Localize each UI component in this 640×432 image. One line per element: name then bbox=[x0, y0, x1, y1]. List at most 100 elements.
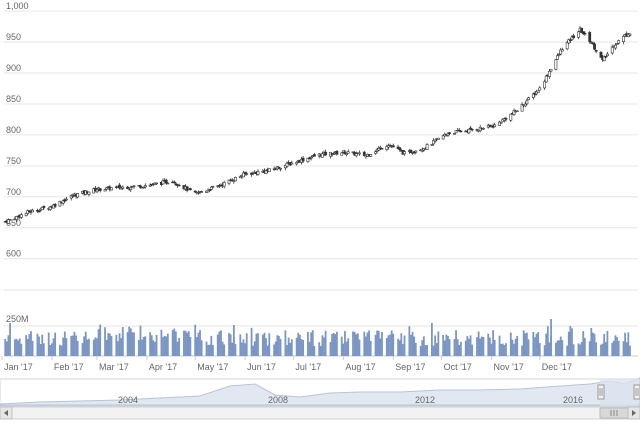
volume-bar bbox=[105, 339, 108, 356]
candle-body bbox=[63, 199, 67, 202]
candle-body bbox=[243, 172, 247, 174]
volume-bar bbox=[17, 340, 20, 356]
candle-body bbox=[238, 176, 242, 179]
volume-bar bbox=[458, 344, 461, 356]
volume-bar bbox=[70, 335, 73, 356]
volume-bar bbox=[511, 339, 514, 356]
volume-bar bbox=[347, 338, 350, 356]
candle-body bbox=[301, 157, 305, 162]
volume-bar bbox=[521, 345, 523, 356]
volume-bar bbox=[616, 337, 618, 356]
x-tick-label: Apr '17 bbox=[149, 362, 177, 372]
candle-body bbox=[103, 189, 107, 192]
scroll-left-button[interactable] bbox=[0, 406, 13, 420]
volume-bar bbox=[261, 334, 264, 356]
volume-bar bbox=[290, 339, 293, 356]
volume-bar bbox=[376, 330, 379, 356]
navigator-handle-right[interactable] bbox=[633, 384, 640, 400]
candle-body bbox=[164, 179, 168, 184]
volume-bar bbox=[538, 343, 541, 356]
candle-body bbox=[65, 198, 68, 201]
volume-bar bbox=[162, 337, 164, 356]
volume-bar bbox=[208, 344, 211, 356]
candle-body bbox=[279, 168, 282, 170]
volume-bar bbox=[498, 335, 501, 356]
candle-body bbox=[448, 132, 452, 134]
volume-bar bbox=[601, 343, 604, 356]
candle-body bbox=[591, 42, 595, 45]
volume-bar bbox=[287, 337, 290, 356]
volume-bar bbox=[307, 331, 309, 356]
volume-bar bbox=[96, 338, 98, 356]
volume-bar bbox=[289, 342, 292, 356]
volume-bar bbox=[186, 332, 189, 356]
navigator-selection[interactable] bbox=[600, 379, 638, 406]
volume-bar bbox=[514, 338, 517, 356]
volume-bar bbox=[241, 342, 243, 356]
volume-bar bbox=[212, 344, 214, 356]
y-tick-label: 700 bbox=[6, 187, 21, 197]
candle-body bbox=[358, 152, 361, 155]
volume-bar bbox=[323, 337, 325, 356]
candle-body bbox=[283, 164, 287, 169]
y-tick-label: 800 bbox=[6, 125, 21, 135]
candle-body bbox=[129, 187, 133, 190]
x-tick-label: Dec '17 bbox=[542, 362, 572, 372]
candle-body bbox=[346, 151, 350, 154]
y-tick-label: 750 bbox=[6, 156, 21, 166]
volume-bar bbox=[543, 345, 546, 356]
volume-bar bbox=[84, 331, 87, 356]
volume-bar bbox=[572, 344, 575, 356]
scroll-right-button[interactable] bbox=[627, 406, 640, 420]
candle-body bbox=[245, 173, 249, 175]
volume-bar bbox=[250, 327, 253, 356]
candle-body bbox=[61, 200, 65, 204]
candle-body bbox=[615, 43, 619, 45]
volume-bar bbox=[503, 345, 506, 356]
candle-body bbox=[172, 181, 176, 184]
volume-bar bbox=[239, 334, 242, 356]
candle-body bbox=[420, 149, 424, 152]
volume-bar bbox=[464, 340, 467, 356]
volume-bar bbox=[126, 332, 129, 356]
candle-body bbox=[374, 151, 377, 154]
volume-bar bbox=[81, 343, 84, 356]
volume-bar bbox=[453, 339, 456, 356]
candle-body bbox=[24, 212, 28, 216]
volume-bar bbox=[166, 333, 169, 356]
candle-body bbox=[306, 157, 310, 163]
candle-body bbox=[469, 127, 472, 130]
candle-body bbox=[7, 219, 10, 224]
candle-body bbox=[256, 171, 260, 175]
candle-body bbox=[87, 191, 91, 195]
volume-bar bbox=[545, 333, 548, 356]
candle-body bbox=[614, 44, 617, 49]
candle-body bbox=[470, 128, 474, 131]
volume-bar bbox=[295, 337, 298, 356]
candle-body bbox=[425, 144, 429, 150]
volume-bar bbox=[228, 333, 230, 356]
volume-bar bbox=[340, 336, 343, 356]
y-tick-label: 1,000 bbox=[6, 1, 29, 11]
volume-bar bbox=[28, 334, 31, 356]
y-tick-label: 900 bbox=[6, 63, 21, 73]
y-tick-label: 950 bbox=[6, 32, 21, 42]
volume-bar bbox=[381, 331, 383, 356]
scrollbar-track[interactable] bbox=[0, 406, 640, 420]
volume-bar bbox=[54, 332, 57, 356]
candle-body bbox=[610, 46, 614, 54]
volume-bar bbox=[38, 336, 40, 356]
volume-bar bbox=[154, 341, 156, 356]
volume-bar bbox=[171, 330, 174, 356]
candle-body bbox=[527, 97, 530, 101]
volume-bar bbox=[611, 342, 614, 356]
navigator[interactable]: 2004 2008 2012 2016 bbox=[0, 377, 640, 420]
volume-bar bbox=[403, 335, 406, 356]
volume-bar bbox=[321, 335, 324, 356]
volume-bar bbox=[73, 331, 76, 356]
scrollbar-thumb[interactable] bbox=[599, 407, 629, 419]
candle-body bbox=[193, 190, 197, 193]
navigator-handle-left[interactable] bbox=[597, 384, 605, 400]
volume-bar bbox=[577, 343, 580, 356]
volume-bar bbox=[516, 335, 519, 356]
